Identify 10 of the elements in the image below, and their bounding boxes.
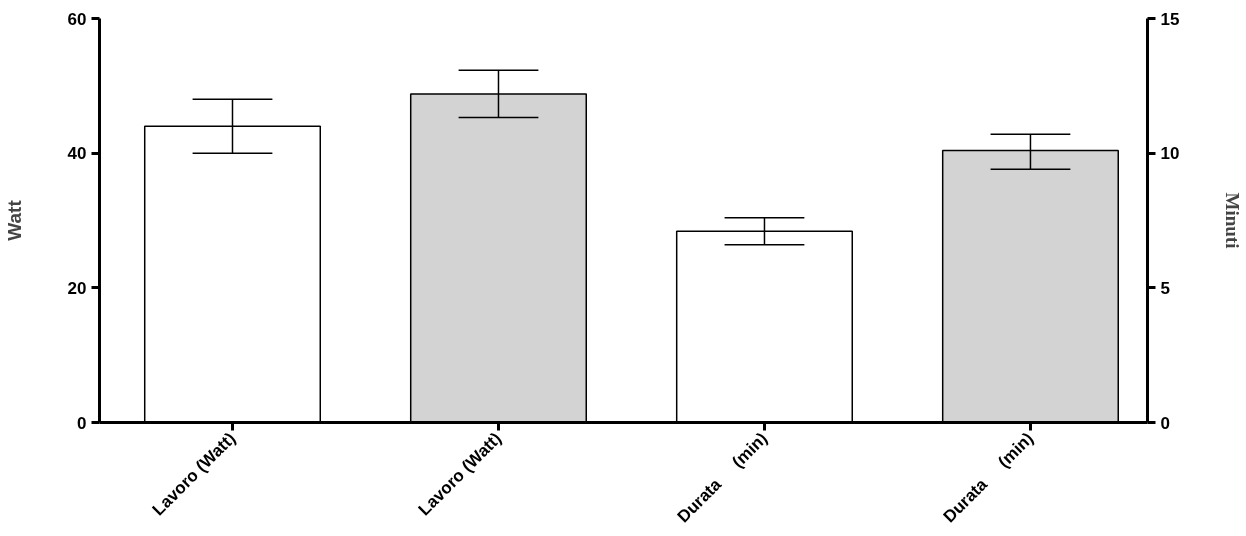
y2-tick-label: 10 (1160, 144, 1180, 164)
y-tick-label: 40 (67, 144, 87, 164)
y2-tick-label: 15 (1160, 9, 1180, 29)
y2-tick-label: 5 (1160, 278, 1170, 298)
y2-axis-title: Minuti (1222, 192, 1244, 249)
y-axis-title: Watt (3, 199, 25, 241)
y-tick-label: 0 (77, 413, 87, 433)
y-tick-label: 60 (67, 9, 87, 29)
y-tick-label: 20 (67, 278, 87, 298)
y2-tick-label: 0 (1160, 413, 1170, 433)
